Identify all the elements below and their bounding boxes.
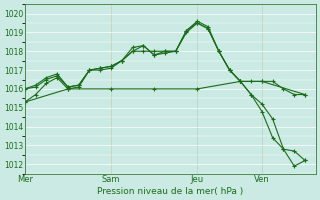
X-axis label: Pression niveau de la mer( hPa ): Pression niveau de la mer( hPa ) [97,187,244,196]
